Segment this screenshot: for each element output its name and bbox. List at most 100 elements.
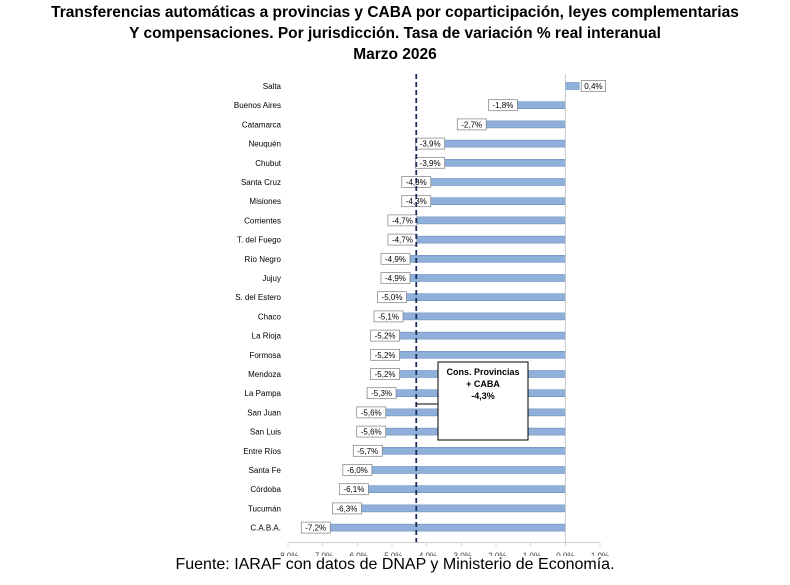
category-label: Santa Cruz — [241, 178, 281, 187]
data-label: 0,4% — [584, 82, 602, 91]
category-label: Buenos Aires — [234, 101, 281, 110]
annotation-text: -4,3% — [471, 391, 495, 401]
category-label: Mendoza — [248, 370, 281, 379]
data-label: -5,2% — [375, 332, 396, 341]
chart-title: Transferencias automáticas a provincias … — [0, 2, 790, 65]
source-note: Fuente: IARAF con datos de DNAP y Minist… — [175, 556, 615, 573]
bar — [315, 523, 566, 532]
category-label: San Luis — [250, 428, 281, 437]
data-label: -7,2% — [305, 524, 326, 533]
data-label: -5,6% — [361, 408, 382, 417]
data-label: -3,9% — [420, 140, 441, 149]
bar — [384, 350, 566, 359]
annotation-box — [437, 361, 529, 441]
category-label: Tucumán — [248, 504, 281, 513]
data-label-box — [356, 425, 387, 438]
annotation-text: + CABA — [466, 379, 500, 389]
data-label: -4,7% — [392, 236, 413, 245]
data-label: -4,9% — [385, 255, 406, 264]
x-tick-label: -8,0% — [278, 552, 299, 556]
category-label: San Juan — [247, 408, 281, 417]
category-label: La Rioja — [252, 332, 282, 341]
data-label: -5,2% — [375, 351, 396, 360]
chart-title-line-2: Y compensaciones. Por jurisdicción. Tasa… — [129, 25, 661, 42]
data-label-box — [488, 99, 518, 112]
category-label: T. del Fuego — [237, 236, 282, 245]
bar — [391, 293, 566, 302]
data-label-box — [356, 406, 387, 419]
category-label: Salta — [263, 82, 282, 91]
x-tick-label: -6,0% — [347, 552, 368, 556]
bar — [402, 216, 566, 225]
category-label: Entre Ríos — [243, 447, 281, 456]
bar — [415, 197, 566, 205]
bar — [367, 446, 566, 455]
data-label: -5,6% — [361, 428, 382, 437]
category-label: La Pampa — [245, 389, 282, 398]
bar — [357, 466, 566, 474]
data-label-box — [370, 329, 400, 342]
category-label: S. del Estero — [235, 293, 281, 302]
data-label: -6,1% — [343, 485, 364, 494]
chart-title-line-1: Transferencias automáticas a provincias … — [51, 4, 739, 21]
bar — [565, 82, 580, 90]
category-label: Jujuy — [262, 274, 281, 283]
x-tick-label: 1,0% — [591, 552, 609, 556]
category-label: Chubut — [255, 159, 282, 168]
category-label: C.A.B.A. — [250, 524, 281, 533]
data-label: -2,7% — [461, 120, 482, 129]
data-label-box — [370, 368, 400, 380]
bar — [402, 235, 566, 244]
data-label-box — [580, 80, 606, 92]
data-label: -4,3% — [406, 197, 427, 206]
data-label-box — [339, 483, 369, 496]
data-label: -6,0% — [347, 466, 368, 475]
category-label: Corrientes — [244, 216, 281, 225]
data-label-box — [377, 291, 407, 304]
bar-chart: Salta 0,4% Buenos Aires -1,8% Catamarca -2,7%… — [234, 74, 609, 556]
data-label-box — [415, 137, 445, 150]
category-label: Catamarca — [242, 120, 282, 129]
x-tick-label: -5,0% — [382, 552, 403, 556]
data-label: -5,1% — [378, 312, 399, 321]
x-tick-label: 0,0% — [556, 552, 574, 556]
data-label-box — [373, 310, 404, 323]
data-label: -5,7% — [357, 447, 378, 456]
x-tick-label: -4,0% — [416, 552, 437, 556]
bar — [384, 331, 566, 340]
category-label: Chaco — [258, 312, 282, 321]
bar — [353, 485, 566, 494]
data-label-box — [366, 387, 397, 400]
data-label-box — [300, 521, 331, 534]
x-tick-label: -2,0% — [486, 552, 507, 556]
bar — [415, 178, 566, 186]
bar — [388, 312, 566, 321]
bar — [395, 255, 566, 263]
data-label-box — [380, 272, 411, 284]
data-label-box — [342, 464, 373, 476]
x-tick-label: -3,0% — [451, 552, 472, 556]
data-label: -5,0% — [382, 293, 403, 302]
category-label: Misiones — [249, 197, 281, 206]
category-label: Santa Fe — [249, 466, 282, 475]
data-label: -4,7% — [392, 216, 413, 225]
data-label: -6,3% — [336, 504, 357, 513]
category-label: Neuquén — [249, 140, 281, 149]
data-label-box — [332, 502, 362, 515]
category-label: Córdoba — [250, 485, 281, 494]
chart-title-line-3: Marzo 2026 — [353, 46, 437, 63]
bar — [346, 504, 566, 513]
data-label-box — [370, 348, 400, 361]
data-label: -3,9% — [420, 159, 441, 168]
annotation-text: Cons. Provincias — [446, 367, 519, 377]
x-tick-label: -7,0% — [312, 552, 333, 556]
x-tick-label: -1,0% — [520, 552, 541, 556]
data-label-box — [456, 118, 487, 131]
bar — [429, 139, 566, 148]
bar — [395, 274, 566, 282]
data-label-box — [387, 233, 418, 246]
category-label: Formosa — [249, 351, 281, 360]
data-label-box — [380, 252, 411, 265]
bar — [429, 159, 566, 167]
data-label-box — [352, 444, 383, 457]
